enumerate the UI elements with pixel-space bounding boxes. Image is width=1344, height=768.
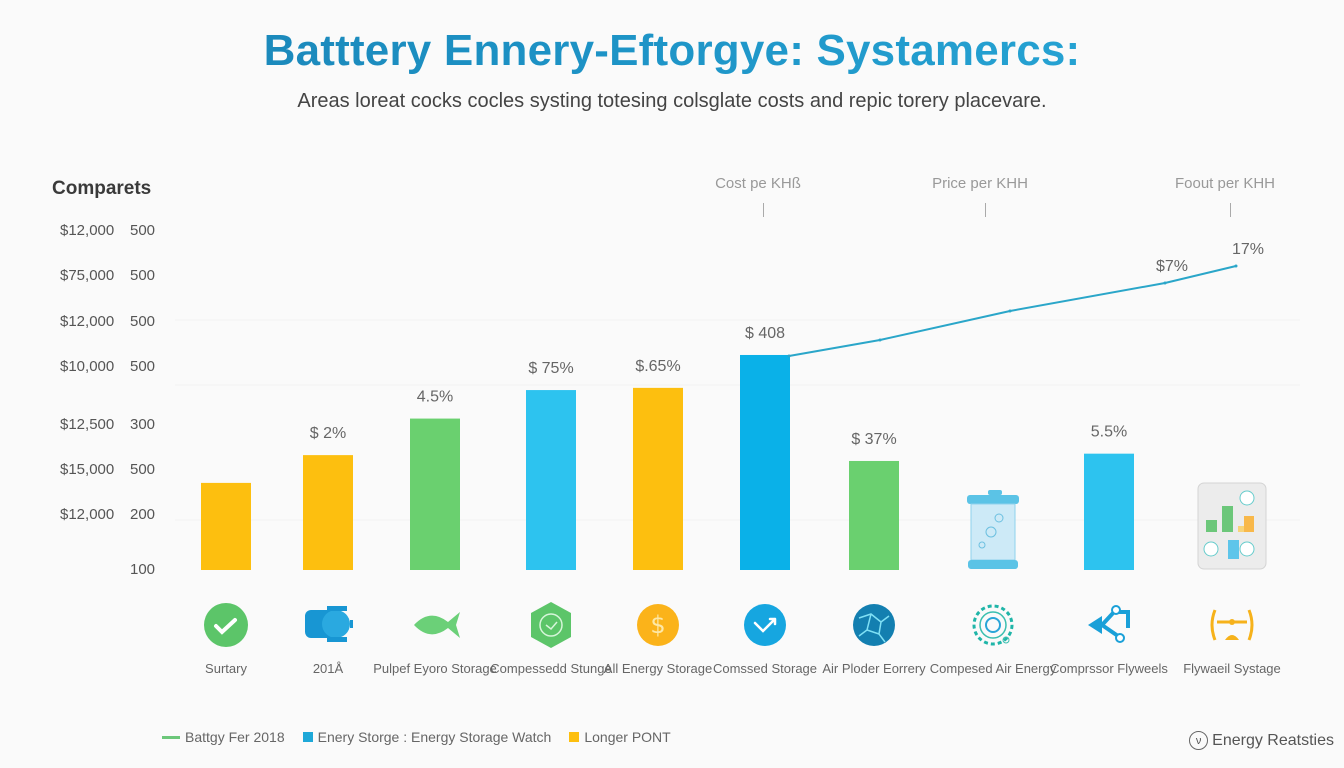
category-label: Comprssor Flyweels (1050, 661, 1168, 676)
y-tick-cost: $15,000 (60, 461, 115, 478)
bar-value-label: 4.5% (417, 389, 453, 406)
legend-label: Battgy Fer 2018 (185, 729, 285, 745)
column-header-tick (763, 203, 764, 217)
trend-point[interactable] (1163, 281, 1167, 285)
column-header-price: Price per KHH (932, 175, 1028, 192)
chart-subtitle: Areas loreat cocks cocles systing totesi… (297, 90, 1047, 112)
brand-logo-icon: ν (1189, 731, 1209, 750)
trend-point[interactable] (878, 338, 882, 342)
y-axis-title: Comparets (52, 178, 152, 199)
legend-item-battgy[interactable]: Battgy Fer 2018 (162, 729, 285, 745)
category-label: 201Å (312, 661, 344, 676)
legend: Battgy Fer 2018 Enery Storge : Energy St… (162, 729, 681, 745)
trend-point[interactable] (1008, 309, 1012, 313)
legend-swatch-line (162, 735, 180, 739)
legend-item-longer-pont[interactable]: Longer PONT (569, 729, 671, 745)
brand-name: Energy Reatsties (1212, 731, 1334, 749)
legend-swatch-square (302, 732, 313, 742)
canister-icon (967, 490, 1019, 569)
bar[interactable] (740, 354, 790, 570)
y-tick-count: 500 (130, 461, 156, 478)
bar-value-label: 5.5% (1091, 424, 1127, 441)
column-header-tick (985, 203, 986, 217)
pump-icon (303, 600, 353, 650)
y-tick-count: 300 (130, 416, 156, 433)
category-label: Surtary (205, 661, 247, 676)
bar-value-label: $ 75% (528, 360, 573, 377)
y-tick-cost: $10,000 (60, 358, 115, 375)
trend-check-circle-icon (740, 600, 790, 650)
category-label: Pulpef Eyoro Storage (373, 661, 497, 676)
column-header-tick (1230, 203, 1231, 217)
bar[interactable] (303, 455, 353, 570)
column-header-cost: Cost pe KHß (715, 175, 801, 192)
bar-value-label: $.65% (635, 358, 680, 375)
y-tick-count: 200 (130, 506, 156, 523)
trend-point-label: $7% (1156, 258, 1188, 275)
bar-value-label: $ 37% (851, 431, 896, 448)
y-tick-count: 500 (130, 222, 156, 239)
y-tick-cost: $12,000 (60, 313, 115, 330)
gear-circle-icon (968, 600, 1018, 650)
check-circle-icon (201, 600, 251, 650)
share-network-icon (1084, 600, 1134, 650)
trend-line[interactable] (788, 265, 1237, 357)
svg-text:$: $ (650, 611, 665, 639)
trend-point[interactable] (1234, 264, 1238, 268)
trend-point[interactable] (787, 354, 791, 358)
y-tick-count: 500 (130, 267, 156, 284)
bar[interactable] (1084, 453, 1134, 570)
bar[interactable] (201, 482, 251, 570)
category-label: Compesed Air Energy (929, 661, 1057, 676)
bar-value-label: $ 408 (745, 325, 785, 342)
legend-label: Longer PONT (584, 729, 671, 745)
y-tick-cost: $12,000 (60, 506, 115, 523)
dollar-coin-icon: $ (633, 600, 683, 650)
bar[interactable] (633, 387, 683, 570)
y-tick-cost: $75,000 (60, 267, 115, 284)
bar[interactable] (849, 460, 899, 570)
y-tick-count: 500 (130, 313, 156, 330)
bar[interactable] (410, 418, 460, 570)
category-label: Flywaeil Systage (1183, 661, 1281, 676)
bar[interactable] (526, 390, 576, 570)
column-header-foout: Foout per KHH (1174, 175, 1276, 192)
category-label: All Energy Storage (603, 661, 713, 676)
category-label: Comssed Storage (712, 661, 818, 676)
hexagon-gauge-icon (526, 600, 576, 650)
brand-footer: ν Energy Reatsties (1189, 731, 1334, 750)
y-tick-count: 100 (130, 561, 156, 578)
globe-network-icon (849, 600, 899, 650)
flywheel-antenna-icon (1207, 600, 1257, 650)
category-label: Air Ploder Eorrery (822, 661, 926, 676)
mini-chart-icon (1197, 482, 1267, 570)
y-tick-count: 500 (130, 358, 156, 375)
category-label: Compessedd Stunge (490, 661, 612, 676)
trend-point-label: 17% (1232, 241, 1264, 258)
legend-swatch-square (569, 732, 580, 742)
bar-value-label: $ 2% (310, 425, 346, 442)
legend-label: Enery Storge : Energy Storage Watch (317, 729, 552, 745)
y-tick-cost: $12,500 (60, 416, 115, 433)
chart-title: Batttery Ennery-Eftorgye: Systamercs: (0, 26, 1344, 76)
legend-item-energy-storage[interactable]: Enery Storge : Energy Storage Watch (302, 729, 552, 745)
y-tick-cost: $12,000 (60, 222, 115, 239)
fish-icon (410, 600, 460, 650)
